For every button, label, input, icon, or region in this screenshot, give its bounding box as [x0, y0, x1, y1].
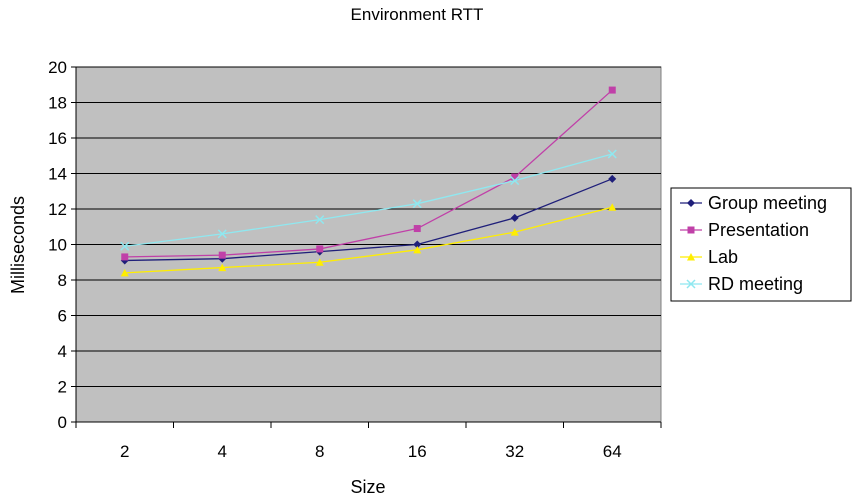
y-tick-label: 0 — [58, 413, 67, 432]
legend-marker — [687, 226, 695, 234]
data-point — [510, 213, 519, 222]
data-point — [218, 263, 227, 272]
data-point — [121, 253, 129, 261]
data-point — [413, 240, 422, 249]
y-tick-label: 4 — [58, 342, 67, 361]
x-axis-ticks: 2 4 8 16 32 64 — [75, 421, 662, 461]
legend-label: Presentation — [708, 220, 809, 240]
data-point — [608, 86, 616, 94]
data-point — [608, 203, 617, 211]
legend-item: Lab — [680, 247, 738, 267]
y-tick-label: 10 — [48, 236, 67, 255]
y-axis-ticks: 0 2 4 6 8 10 12 14 16 18 20 — [48, 58, 77, 432]
legend-item: Group meeting — [680, 193, 827, 213]
y-tick-label: 16 — [48, 129, 67, 148]
data-point — [511, 173, 519, 181]
y-tick-label: 14 — [48, 165, 67, 184]
data-point — [607, 149, 617, 159]
y-tick-label: 8 — [58, 271, 67, 290]
data-point — [412, 199, 422, 209]
y-tick-label: 12 — [48, 200, 67, 219]
grid-lines — [76, 66, 661, 387]
data-point — [413, 245, 422, 254]
y-axis-title: Milliseconds — [8, 196, 28, 294]
y-tick-label: 6 — [58, 307, 67, 326]
series-line — [124, 206, 613, 274]
legend-item: Presentation — [680, 220, 809, 240]
series-group — [120, 86, 617, 277]
data-point — [218, 251, 226, 259]
series-lab — [120, 203, 617, 277]
legend: Group meeting Presentation Lab RD meeting — [680, 193, 827, 294]
legend-label: Lab — [708, 247, 738, 267]
data-point — [120, 268, 129, 277]
series-line — [124, 153, 613, 247]
y-tick-label: 20 — [48, 58, 67, 77]
legend-item: RD meeting — [680, 274, 803, 294]
y-tick-label: 18 — [48, 94, 67, 113]
series-presentation — [121, 86, 616, 261]
series-line — [124, 178, 613, 262]
legend-marker — [687, 199, 695, 207]
legend-label: RD meeting — [708, 274, 803, 294]
data-point — [608, 174, 617, 183]
legend-label: Group meeting — [708, 193, 827, 213]
series-rd-meeting — [120, 149, 617, 251]
legend-marker — [686, 279, 696, 289]
data-point — [413, 225, 421, 233]
chart-title: Environment RTT — [351, 5, 484, 24]
y-tick-label: 2 — [58, 378, 67, 397]
x-tick-label: 32 — [505, 442, 524, 461]
data-point — [510, 228, 519, 236]
x-axis-title: Size — [350, 477, 385, 497]
legend-marker — [687, 253, 695, 261]
series-line — [124, 89, 613, 258]
data-point — [120, 241, 130, 251]
legend-box — [670, 187, 852, 302]
x-tick-label: 64 — [603, 442, 622, 461]
x-tick-label: 8 — [315, 442, 324, 461]
x-tick-label: 16 — [408, 442, 427, 461]
data-point — [315, 258, 324, 266]
data-point — [316, 245, 324, 253]
x-tick-label: 4 — [218, 442, 227, 461]
data-point — [217, 229, 227, 239]
x-tick-label: 2 — [120, 442, 129, 461]
data-point — [315, 215, 325, 225]
data-point — [510, 176, 520, 186]
